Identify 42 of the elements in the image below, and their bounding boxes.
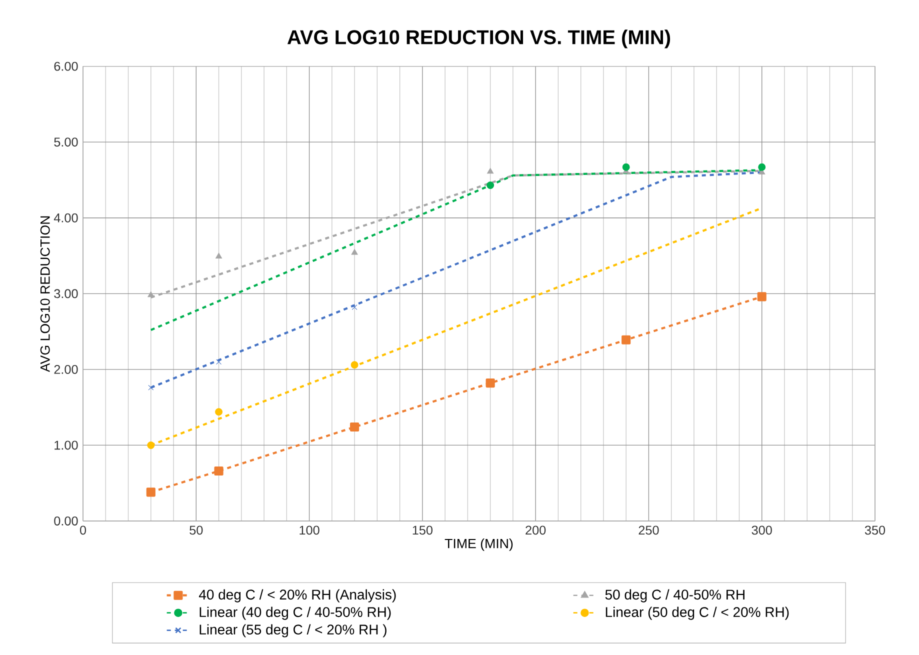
point <box>147 441 155 449</box>
y-tick-label: 3.00 <box>54 289 78 298</box>
legend-label: Linear (40 deg C / 40-50% RH) <box>200 606 391 620</box>
point <box>214 466 224 476</box>
point <box>352 304 358 310</box>
point <box>350 422 360 432</box>
x-tick-label: 250 <box>638 526 659 535</box>
x-tick-label: 300 <box>752 526 772 535</box>
x-tick-label: 50 <box>190 526 203 535</box>
point <box>350 361 358 369</box>
legend-label: 40 deg C / < 20% RH (Analysis) <box>198 589 396 602</box>
point <box>215 408 223 416</box>
legend-label: 50 deg C / 40-50% RH <box>605 589 744 602</box>
y-tick-label: 0.00 <box>54 516 78 526</box>
point <box>148 384 154 390</box>
x-axis-title: TIME (MIN) <box>444 538 513 551</box>
point <box>148 291 154 298</box>
y-tick-label: 6.00 <box>54 62 78 71</box>
y-axis-title: AVG LOG10 REDUCTION <box>40 216 50 372</box>
y-tick-label: 5.00 <box>54 138 78 147</box>
point <box>622 335 631 344</box>
x-tick-label: 100 <box>300 526 320 535</box>
point <box>486 378 495 388</box>
legend-label: Linear (55 deg C / < 20% RH ) <box>200 624 386 638</box>
point <box>487 168 494 174</box>
chart-title: AVG LOG10 REDUCTION VS. TIME (MIN) <box>287 30 670 48</box>
point <box>622 163 630 171</box>
y-tick-label: 2.00 <box>54 364 78 374</box>
x-tick-label: 150 <box>412 526 432 535</box>
x-tick-label: 0 <box>80 526 86 535</box>
point <box>146 488 156 497</box>
x-tick-label: 350 <box>864 526 886 535</box>
y-tick-label: 4.00 <box>54 213 78 222</box>
point <box>216 252 222 259</box>
x-tick-label: 200 <box>526 526 546 535</box>
legend-label: Linear (50 deg C / < 20% RH) <box>606 606 789 620</box>
point <box>351 248 358 255</box>
point <box>758 163 766 171</box>
point <box>757 292 766 302</box>
point <box>216 359 222 365</box>
y-tick-label: 1.00 <box>54 440 78 450</box>
point <box>486 182 494 190</box>
